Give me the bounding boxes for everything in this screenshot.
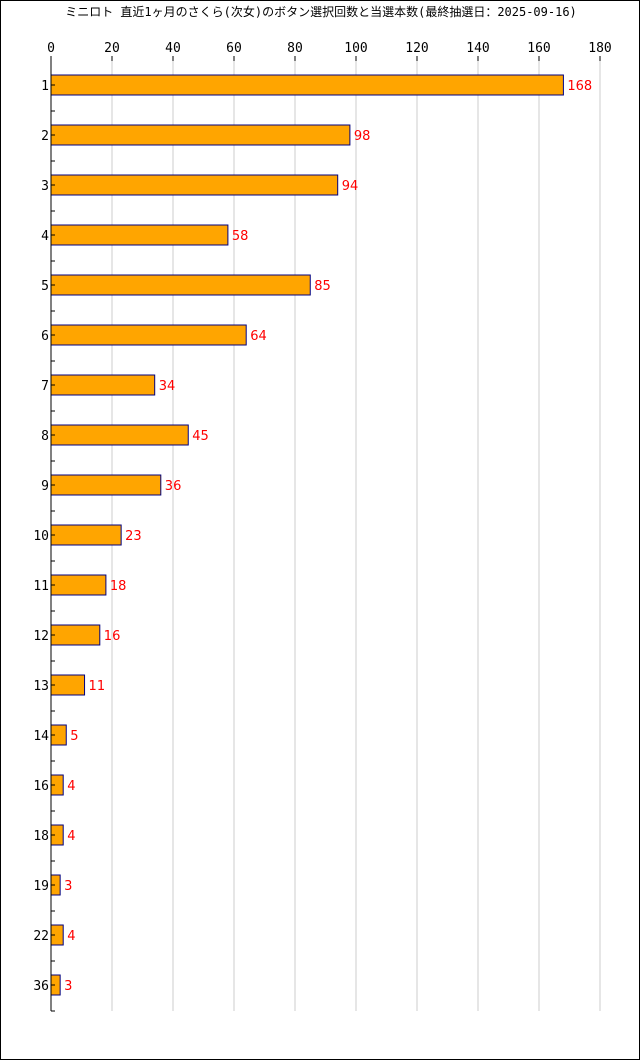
x-tick-label: 0 xyxy=(47,41,55,56)
category-label: 5 xyxy=(41,279,49,294)
bar xyxy=(50,624,101,646)
x-tick-label: 140 xyxy=(466,41,489,56)
bar xyxy=(50,674,86,696)
category-label: 19 xyxy=(33,879,49,894)
category-label: 11 xyxy=(33,579,49,594)
category-label: 12 xyxy=(33,629,49,644)
value-label: 4 xyxy=(67,829,75,844)
category-label: 1 xyxy=(41,79,49,94)
bar xyxy=(50,324,247,346)
bar xyxy=(50,74,564,96)
value-label: 45 xyxy=(192,429,209,444)
category-label: 16 xyxy=(33,779,49,794)
category-label: 6 xyxy=(41,329,49,344)
value-label: 18 xyxy=(110,579,127,594)
value-label: 16 xyxy=(104,629,121,644)
axes xyxy=(50,56,601,1012)
x-tick-label: 120 xyxy=(405,41,428,56)
value-label: 4 xyxy=(67,929,75,944)
category-label: 13 xyxy=(33,679,49,694)
x-tick-label: 40 xyxy=(165,41,181,56)
value-label: 168 xyxy=(567,79,592,94)
bar xyxy=(50,474,162,496)
value-label: 3 xyxy=(64,979,72,994)
bar xyxy=(50,174,339,196)
value-label: 98 xyxy=(354,129,371,144)
value-label: 4 xyxy=(67,779,75,794)
value-label: 34 xyxy=(159,379,176,394)
x-tick-label: 180 xyxy=(588,41,611,56)
category-label: 18 xyxy=(33,829,49,844)
grid-lines xyxy=(111,61,601,1011)
category-label: 36 xyxy=(33,979,49,994)
category-label: 9 xyxy=(41,479,49,494)
chart-title: ミニロト 直近1ヶ月のさくら(次女)のボタン選択回数と当選本数(最終抽選日：20… xyxy=(65,5,577,19)
category-label: 2 xyxy=(41,129,49,144)
value-label: 3 xyxy=(64,879,72,894)
x-tick-label: 100 xyxy=(344,41,367,56)
x-tick-label: 60 xyxy=(226,41,242,56)
bar xyxy=(50,374,156,396)
value-label: 94 xyxy=(342,179,359,194)
bar xyxy=(50,274,311,296)
value-label: 5 xyxy=(70,729,78,744)
value-label: 64 xyxy=(250,329,267,344)
bar xyxy=(50,574,107,596)
value-label: 58 xyxy=(232,229,249,244)
bar xyxy=(50,124,351,146)
value-label: 11 xyxy=(89,679,106,694)
category-label: 4 xyxy=(41,229,49,244)
bar xyxy=(50,424,189,446)
x-tick-label: 80 xyxy=(287,41,303,56)
category-label: 3 xyxy=(41,179,49,194)
category-label: 8 xyxy=(41,429,49,444)
category-label: 7 xyxy=(41,379,49,394)
category-label: 14 xyxy=(33,729,49,744)
x-tick-label: 160 xyxy=(527,41,550,56)
x-tick-label: 20 xyxy=(104,41,120,56)
bar xyxy=(50,224,229,246)
category-label: 10 xyxy=(33,529,49,544)
category-label: 22 xyxy=(33,929,49,944)
bar xyxy=(50,524,122,546)
value-label: 36 xyxy=(165,479,182,494)
value-label: 23 xyxy=(125,529,142,544)
value-label: 85 xyxy=(314,279,331,294)
